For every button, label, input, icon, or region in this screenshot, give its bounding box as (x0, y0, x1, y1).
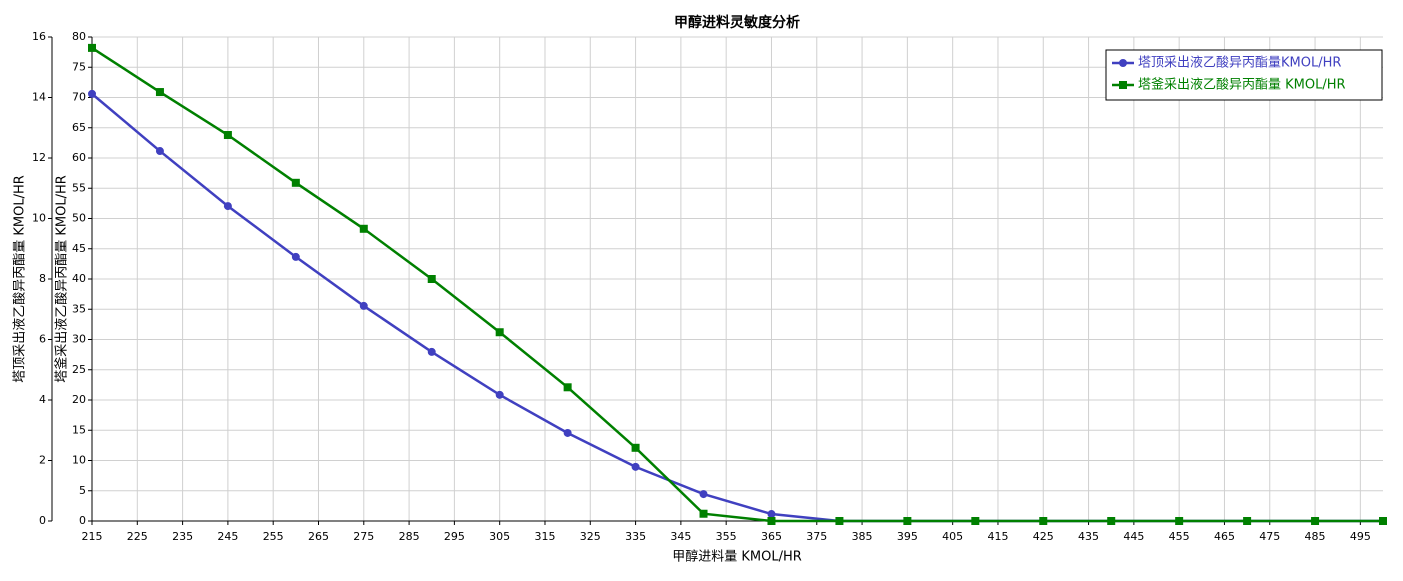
point (903, 517, 912, 525)
point (427, 347, 436, 356)
legend-label: 塔顶采出液乙酸异丙酯量KMOL/HR (1138, 56, 1341, 71)
x-tick-label: 385 (852, 530, 873, 543)
y-axis-title: 塔顶采出液乙酸异丙酯量 KMOL/HR (13, 175, 28, 383)
x-tick-label: 405 (942, 530, 963, 543)
x-tick-label: 415 (987, 530, 1008, 543)
x-tick-label: 475 (1259, 530, 1280, 543)
point (563, 383, 572, 392)
y2-tick-label: 45 (72, 242, 86, 255)
y-tick-label: 14 (32, 91, 46, 104)
x-tick-label: 235 (172, 530, 193, 543)
point (1379, 517, 1387, 525)
x-tick-label: 255 (263, 530, 284, 543)
y2-tick-label: 60 (72, 151, 86, 164)
x-tick-label: 465 (1214, 530, 1235, 543)
x-tick-label: 295 (444, 530, 465, 543)
y2-tick-label: 40 (72, 272, 86, 285)
y-tick-label: 8 (39, 272, 46, 285)
y2-tick-label: 35 (72, 302, 86, 315)
x-tick-label: 245 (217, 530, 238, 543)
y2-tick-label: 0 (79, 514, 86, 527)
point (631, 462, 640, 471)
x-tick-label: 315 (534, 530, 555, 543)
point (359, 224, 368, 233)
point (88, 89, 96, 98)
point (971, 517, 980, 525)
y2-tick-label: 55 (72, 181, 86, 194)
x-tick-label: 445 (1123, 530, 1144, 543)
point (427, 275, 436, 283)
x-tick-label: 285 (399, 530, 420, 543)
point (1107, 517, 1116, 525)
legend-marker (1119, 59, 1127, 67)
x-tick-label: 455 (1169, 530, 1190, 543)
y-tick-label: 16 (32, 30, 46, 43)
point (767, 517, 776, 525)
point (495, 328, 504, 337)
x-axis-title: 甲醇进料量 KMOL/HR (672, 549, 802, 565)
x-tick-label: 345 (670, 530, 691, 543)
y2-tick-label: 65 (72, 121, 86, 134)
y2-tick-label: 10 (72, 454, 86, 467)
legend: 塔顶采出液乙酸异丙酯量KMOL/HR 塔釜采出液乙酸异丙酯量 KMOL/HR (1105, 49, 1383, 101)
y2-tick-label: 25 (72, 363, 86, 376)
point (88, 43, 96, 52)
legend-marker (1119, 81, 1127, 89)
x-tick-label: 265 (308, 530, 329, 543)
x-tick-label: 495 (1350, 530, 1371, 543)
chart-title: 甲醇进料灵敏度分析 (674, 14, 800, 31)
point (1175, 517, 1184, 525)
y2-tick-label: 70 (72, 91, 86, 104)
point (563, 428, 572, 437)
point (767, 510, 776, 519)
y2-tick-label: 5 (79, 484, 86, 497)
x-tick-label: 425 (1033, 530, 1054, 543)
x-tick-label: 375 (806, 530, 827, 543)
x-tick-label: 305 (489, 530, 510, 543)
series-line (91, 46, 1383, 523)
y2-tick-label: 50 (72, 212, 86, 225)
x-tick-label: 275 (353, 530, 374, 543)
point (291, 252, 300, 261)
point (495, 390, 504, 399)
x-tick-label: 435 (1078, 530, 1099, 543)
point (699, 509, 708, 518)
point (359, 301, 368, 310)
point (1243, 517, 1252, 525)
point (1039, 517, 1048, 525)
point (835, 517, 844, 525)
point (631, 443, 640, 452)
y-tick-label: 4 (39, 393, 46, 406)
x-tick-label: 365 (761, 530, 782, 543)
legend-label: 塔釜采出液乙酸异丙酯量 KMOL/HR (1138, 78, 1346, 93)
x-tick-label: 225 (127, 530, 148, 543)
point (291, 178, 300, 187)
x-tick-label: 355 (716, 530, 737, 543)
y-tick-label: 10 (32, 212, 46, 225)
y-tick-label: 12 (32, 151, 46, 164)
y2-tick-label: 75 (72, 60, 86, 73)
x-tick-label: 325 (580, 530, 601, 543)
point (155, 147, 164, 156)
y-tick-label: 0 (39, 514, 46, 527)
point (699, 490, 708, 499)
x-tick-label: 395 (897, 530, 918, 543)
y2-tick-label: 30 (72, 333, 86, 346)
legend-box (1105, 49, 1383, 101)
y2-tick-label: 20 (72, 393, 86, 406)
point (223, 202, 232, 211)
y2-tick-label: 15 (72, 423, 86, 436)
x-tick-label: 335 (625, 530, 646, 543)
point (223, 131, 232, 140)
point (155, 88, 164, 97)
point (1311, 517, 1320, 525)
y-tick-label: 6 (39, 333, 46, 346)
y-tick-label: 2 (39, 454, 46, 467)
x-tick-label: 485 (1305, 530, 1326, 543)
y2-tick-label: 80 (72, 30, 86, 43)
x-tick-label: 215 (82, 530, 103, 543)
y2-axis-title: 塔釜采出液乙酸异丙酯量 KMOL/HR (55, 175, 70, 383)
